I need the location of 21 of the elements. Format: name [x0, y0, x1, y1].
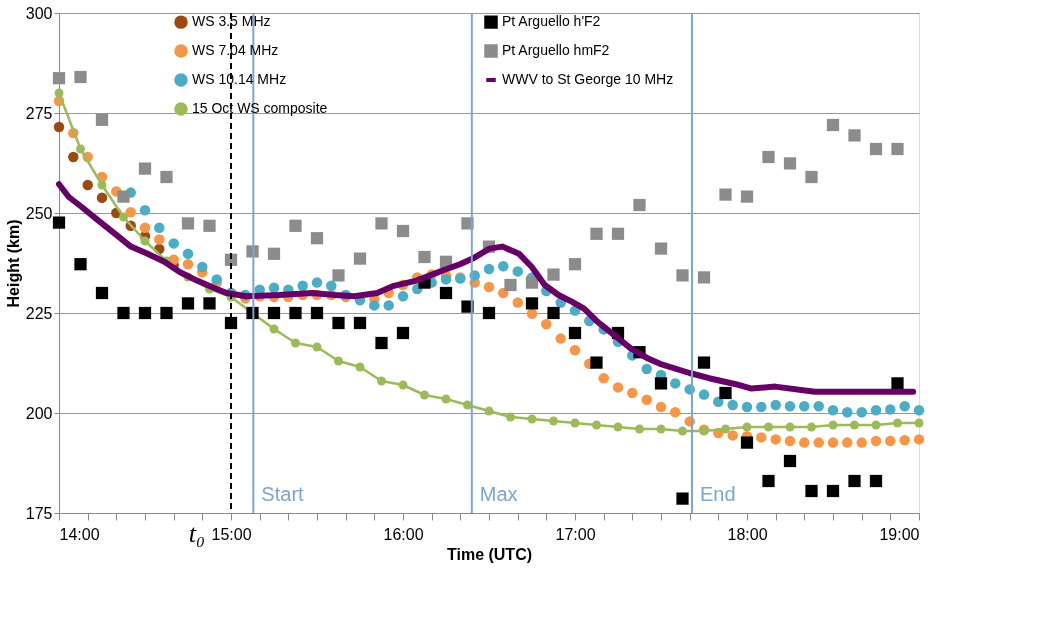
legend-label: WWV to St George 10 MHz	[502, 71, 674, 87]
x-tick-label: 17:00	[555, 525, 596, 543]
ref-line-label: Start	[261, 483, 305, 505]
y-tick-label: 250	[25, 204, 53, 222]
y-tick-label: 225	[25, 304, 53, 322]
y-tick-label: 275	[25, 104, 53, 122]
x-axis-title: Time (UTC)	[446, 545, 533, 563]
legend-label: Pt Arguello h'F2	[502, 13, 601, 30]
y-tick-label: 300	[25, 4, 53, 22]
x-tick-label: 14:00	[59, 525, 100, 543]
y-axis-title: Height (km)	[4, 219, 22, 308]
ref-line-label: Max	[479, 483, 518, 505]
ref-line-label: End	[699, 483, 736, 505]
y-tick-label: 200	[25, 404, 53, 422]
x-tick-label: 18:00	[727, 525, 768, 543]
x-tick-label: 15:00	[211, 525, 252, 543]
x-tick-label: 16:00	[383, 525, 424, 543]
x-tick-label: 19:00	[879, 525, 920, 543]
legend-label: Pt Arguello hmF2	[502, 42, 610, 58]
ref-line-label: t₀	[188, 519, 205, 548]
y-tick-label: 175	[25, 504, 53, 522]
